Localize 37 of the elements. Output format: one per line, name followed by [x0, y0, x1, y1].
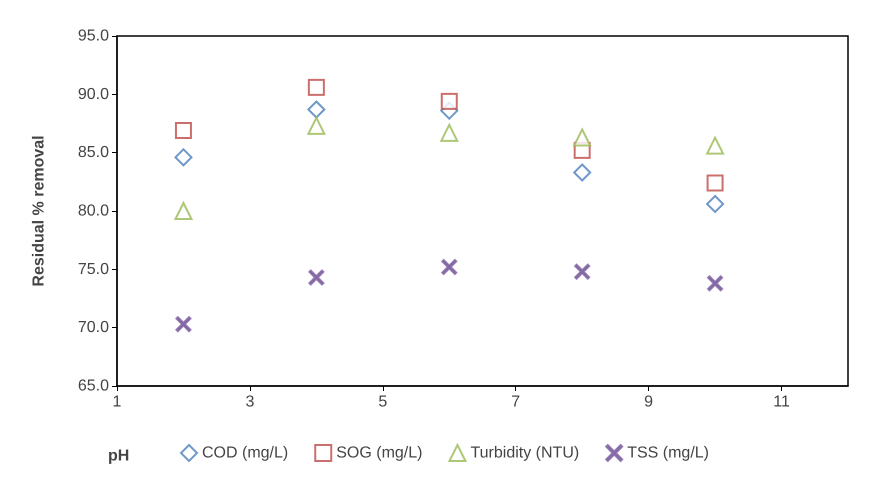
- point: [175, 316, 192, 332]
- y-axis-title: Residual % removal: [30, 135, 48, 287]
- legend-label: Turbidity (NTU): [470, 444, 580, 462]
- x-tick-label: 5: [378, 394, 388, 410]
- point: [706, 195, 724, 213]
- x-tick-label: 9: [644, 394, 654, 410]
- point: [308, 270, 324, 286]
- point: [574, 264, 590, 280]
- x-tick-label: 3: [245, 394, 254, 410]
- point: [307, 100, 326, 118]
- legend-label: TSS (mg/L): [627, 444, 710, 462]
- point: [706, 136, 724, 155]
- legend-label: COD (mg/L): [202, 444, 288, 462]
- y-tick-label: 85.0: [78, 144, 110, 162]
- point: [440, 124, 458, 142]
- y-tick-label: 70.0: [78, 319, 110, 336]
- point: [174, 148, 192, 166]
- point: [174, 122, 192, 139]
- point: [441, 259, 458, 275]
- y-tick-label: 80.0: [78, 202, 110, 220]
- legend-label: SOG (mg/L): [336, 444, 422, 462]
- y-tick-label: 65.0: [78, 378, 110, 394]
- x-axis-title: pH: [108, 448, 130, 464]
- y-tick-label: 75.0: [78, 260, 110, 278]
- x-tick-label: 1: [112, 394, 122, 410]
- y-tick-label: 95.0: [78, 28, 110, 44]
- y-tick-label: 90.0: [78, 86, 110, 103]
- x-tick-label: 11: [773, 394, 790, 410]
- point: [308, 78, 325, 96]
- point: [573, 164, 592, 182]
- point: [307, 116, 326, 135]
- point: [440, 92, 458, 110]
- x-tick-label: 7: [511, 394, 520, 410]
- point: [174, 202, 192, 220]
- point: [706, 174, 724, 192]
- point: [573, 128, 592, 146]
- point: [707, 275, 724, 292]
